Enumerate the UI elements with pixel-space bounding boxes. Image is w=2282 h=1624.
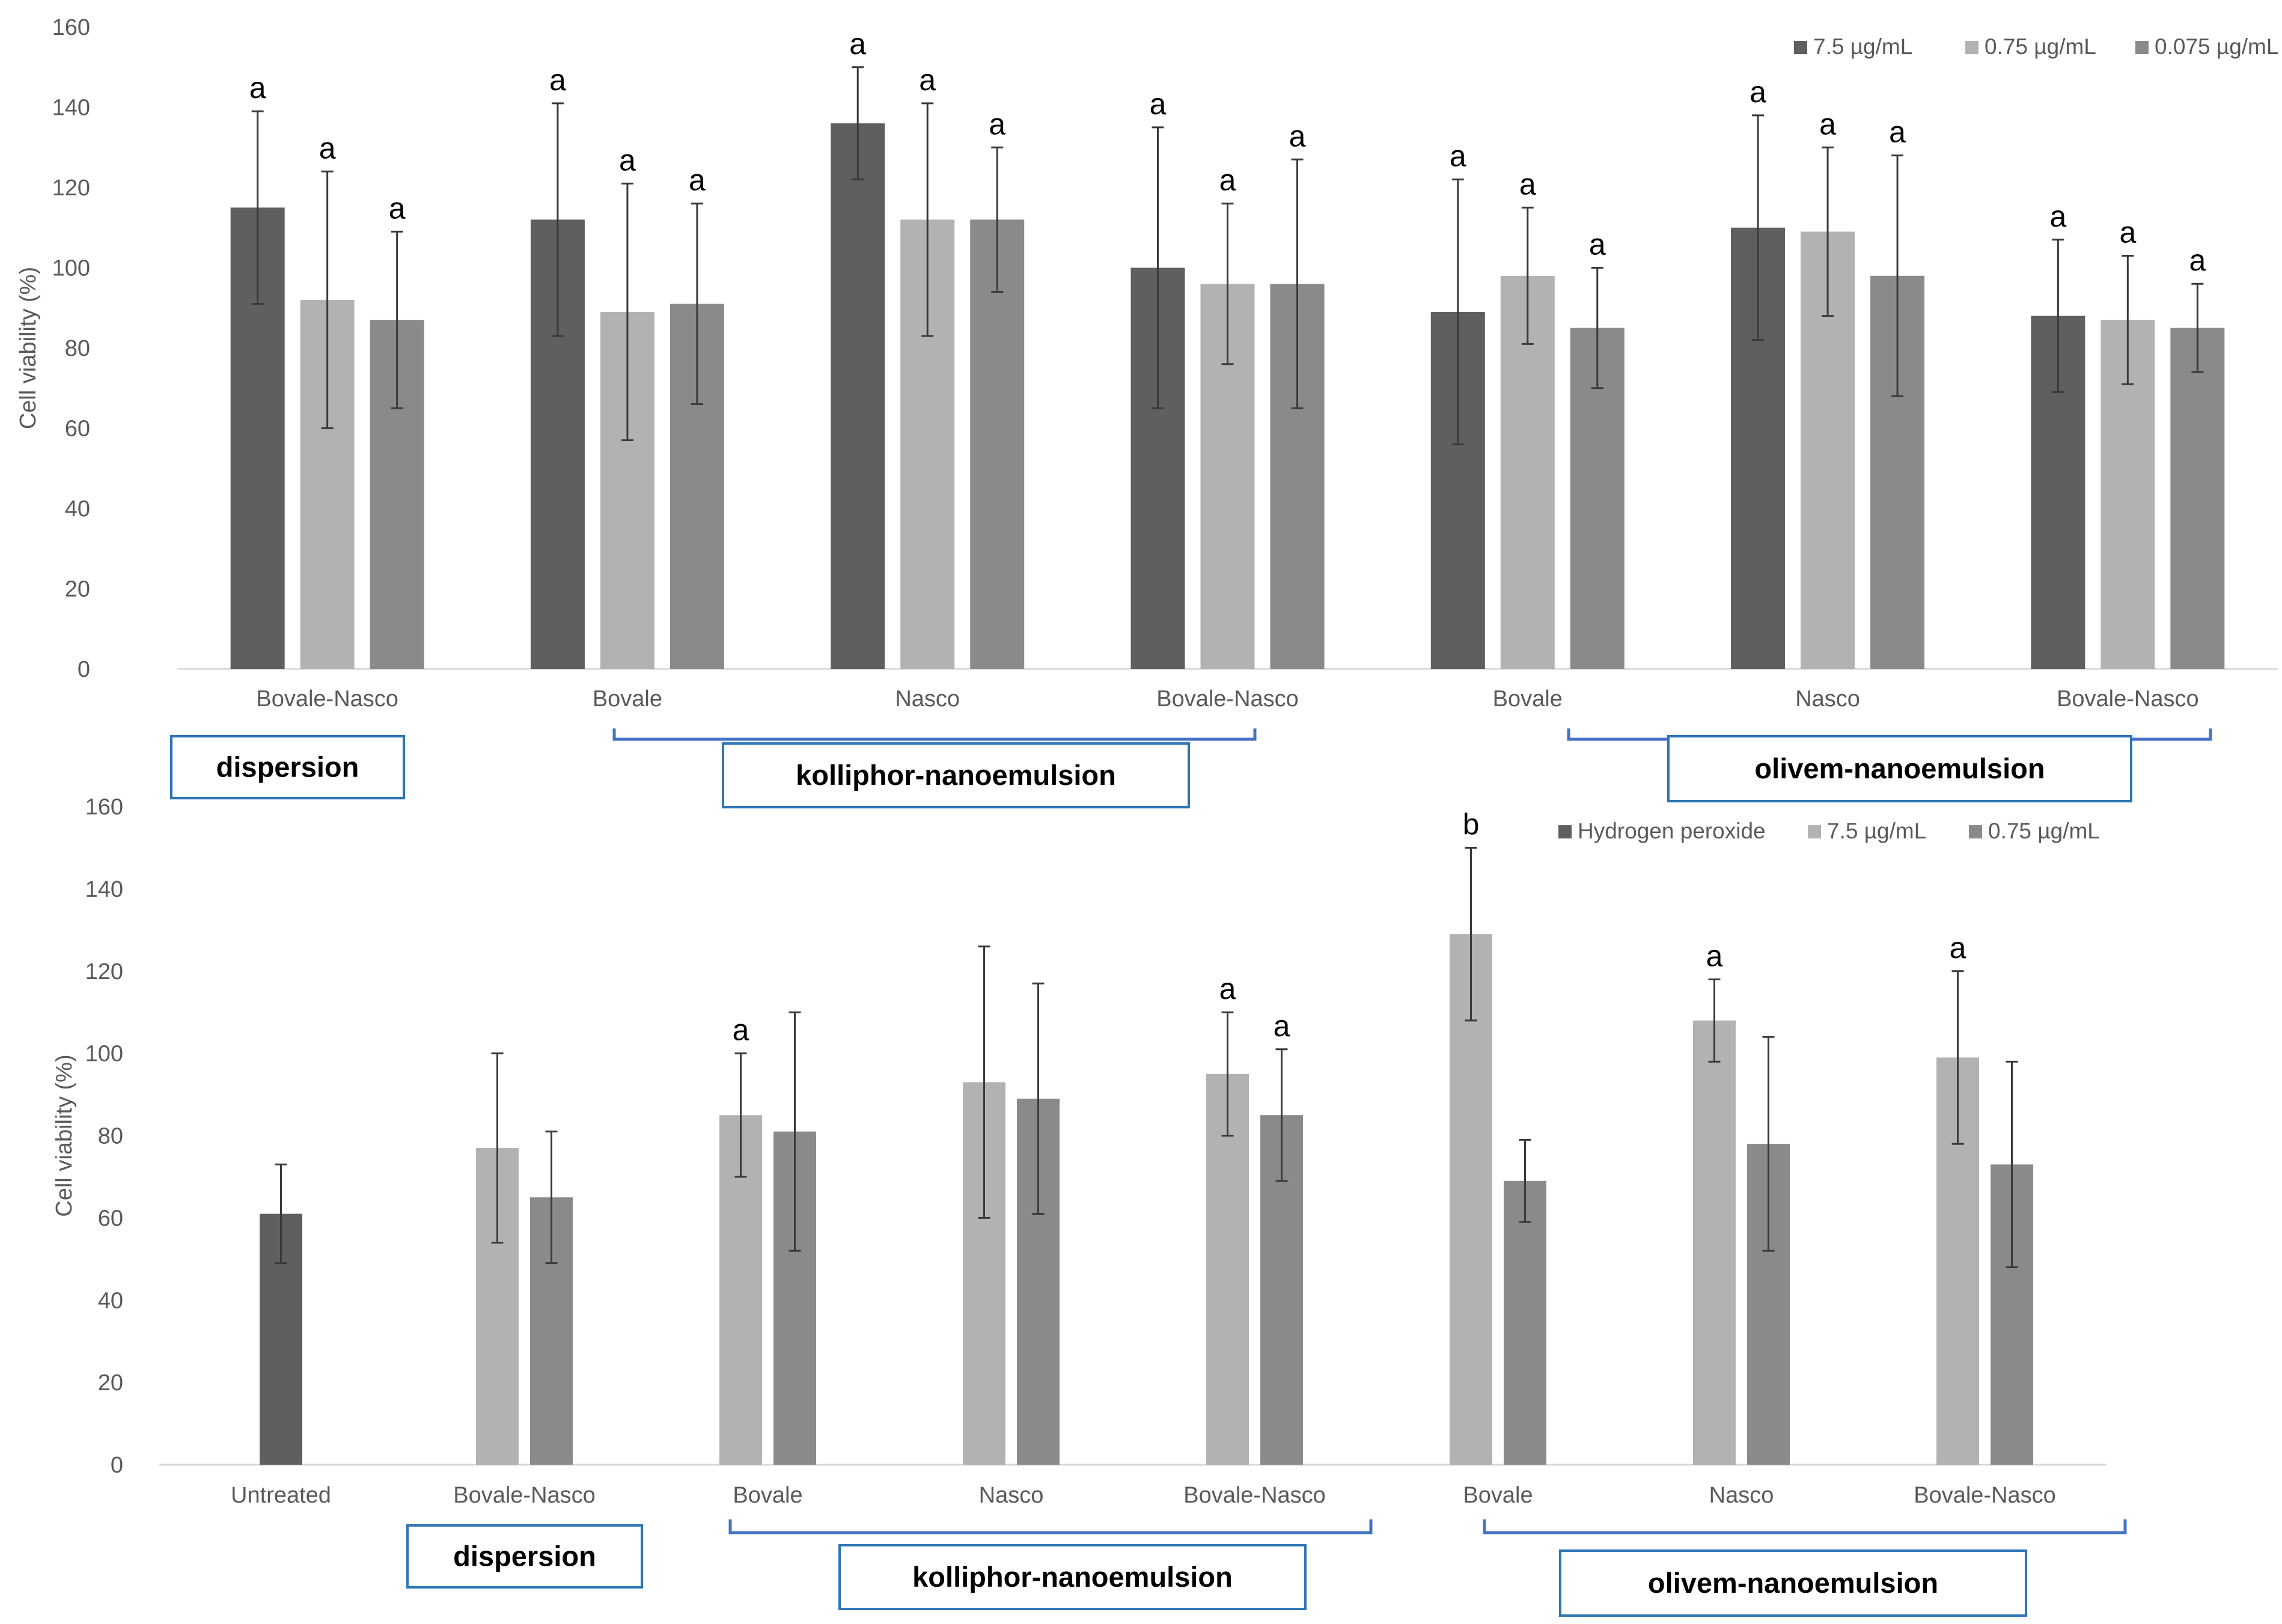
top-y-tick-label: 80 bbox=[65, 336, 90, 361]
bottom-y-tick-label: 80 bbox=[98, 1124, 123, 1149]
top-legend-label: 0.075 µg/mL bbox=[2155, 34, 2278, 59]
top-significance-label: a bbox=[2189, 243, 2206, 277]
top-significance-label: a bbox=[1219, 163, 1236, 197]
top-chart: 0 20 40 60 80 100 120 140 160 Cell viability (%) B… bbox=[16, 15, 2278, 808]
top-significance-label: a bbox=[919, 63, 936, 97]
top-significance-label: a bbox=[619, 143, 636, 177]
bottom-legend-label: 0.75 µg/mL bbox=[1988, 819, 2100, 843]
bottom-significance-label: a bbox=[1706, 939, 1723, 972]
top-significance-label: a bbox=[1819, 107, 1836, 141]
bottom-category-label: Bovale-Nasco bbox=[1183, 1483, 1326, 1508]
top-y-tick-label: 160 bbox=[52, 15, 90, 40]
top-bar bbox=[831, 123, 885, 669]
top-bar bbox=[2170, 328, 2225, 669]
bottom-y-tick-label: 160 bbox=[85, 795, 123, 820]
top-group-bracket bbox=[612, 728, 1257, 741]
top-y-tick-label: 100 bbox=[52, 256, 90, 281]
top-y-tick-label: 0 bbox=[78, 657, 90, 682]
bottom-significance-label: a bbox=[733, 1013, 749, 1047]
top-y-tick-label: 120 bbox=[52, 176, 90, 201]
top-significance-label: a bbox=[2049, 200, 2066, 233]
top-significance-label: a bbox=[849, 27, 866, 61]
top-significance-label: a bbox=[1889, 115, 1906, 149]
bottom-category-label: Bovale-Nasco bbox=[1914, 1483, 2056, 1508]
top-significance-label: a bbox=[1150, 87, 1167, 121]
top-legend-swatch bbox=[1794, 41, 1807, 54]
bottom-group-label: olivem-nanoemulsion bbox=[1648, 1567, 1938, 1599]
top-y-tick-label: 40 bbox=[65, 496, 90, 522]
bottom-category-label: Bovale bbox=[1463, 1483, 1533, 1508]
top-significance-label: a bbox=[1289, 119, 1306, 153]
bottom-y-tick-label: 120 bbox=[85, 959, 123, 984]
bottom-significance-label: a bbox=[1950, 931, 1966, 965]
bottom-y-tick-label: 0 bbox=[111, 1453, 123, 1478]
top-category-label: Nasco bbox=[895, 686, 960, 712]
bottom-legend-swatch bbox=[1808, 825, 1821, 838]
top-significance-label: a bbox=[989, 107, 1005, 141]
bottom-y-tick-label: 40 bbox=[98, 1288, 123, 1313]
bottom-y-tick-label: 20 bbox=[98, 1370, 123, 1396]
bottom-significance-label: b bbox=[1463, 807, 1480, 841]
top-group-label-box bbox=[722, 742, 1190, 808]
bottom-group-label-box bbox=[838, 1544, 1307, 1610]
bottom-legend-label: 7.5 µg/mL bbox=[1827, 819, 1926, 843]
top-category-label: Bovale-Nasco bbox=[256, 686, 398, 712]
top-group-label: dispersion bbox=[216, 751, 359, 783]
bottom-y-tick-label: 100 bbox=[85, 1042, 123, 1067]
bottom-legend-swatch bbox=[1558, 825, 1572, 838]
bottom-group-bracket bbox=[1483, 1519, 2127, 1534]
bottom-chart: 0 20 40 60 80 100 120 140 160 Cell viability (%) U… bbox=[52, 795, 2127, 1617]
top-legend-swatch bbox=[1965, 41, 1978, 54]
bottom-group-label: dispersion bbox=[453, 1540, 596, 1572]
bottom-significance-label: a bbox=[1274, 1009, 1290, 1043]
top-significance-label: a bbox=[1450, 139, 1466, 173]
top-significance-label: a bbox=[1519, 167, 1536, 201]
bottom-bar bbox=[1206, 1073, 1249, 1465]
bottom-category-label: Bovale-Nasco bbox=[453, 1483, 596, 1508]
bottom-bar bbox=[1504, 1180, 1546, 1465]
top-significance-label: a bbox=[1750, 75, 1766, 109]
top-y-tick-label: 140 bbox=[52, 96, 90, 121]
top-significance-label: a bbox=[549, 63, 566, 97]
bottom-category-label: Bovale bbox=[733, 1483, 802, 1508]
bottom-group-label: kolliphor-nanoemulsion bbox=[912, 1561, 1233, 1593]
bottom-group-bracket bbox=[728, 1519, 1373, 1534]
top-group-label: kolliphor-nanoemulsion bbox=[796, 759, 1116, 791]
bottom-group-label-box bbox=[406, 1524, 643, 1589]
top-significance-label: a bbox=[2119, 215, 2136, 249]
top-significance-label: a bbox=[689, 163, 706, 197]
bottom-bar bbox=[1450, 934, 1492, 1465]
top-legend-swatch bbox=[2135, 41, 2149, 54]
top-bar bbox=[970, 219, 1025, 669]
top-category-label: Bovale bbox=[1493, 686, 1563, 712]
top-category-label: Nasco bbox=[1795, 686, 1860, 712]
bottom-category-label: Nasco bbox=[1709, 1483, 1774, 1508]
bottom-category-label: Nasco bbox=[979, 1483, 1044, 1508]
bottom-category-label: Untreated bbox=[231, 1483, 331, 1508]
top-category-label: Bovale bbox=[593, 686, 662, 712]
top-group-label-box bbox=[1667, 735, 2132, 802]
bottom-group-label-box bbox=[1559, 1549, 2027, 1617]
top-y-axis-label: Cell viability (%) bbox=[16, 267, 41, 429]
bottom-bar bbox=[1693, 1020, 1736, 1465]
top-significance-label: a bbox=[319, 131, 336, 165]
top-y-tick-label: 20 bbox=[65, 577, 90, 602]
bottom-y-axis-label: Cell viability (%) bbox=[52, 1054, 77, 1216]
bottom-y-tick-label: 60 bbox=[98, 1206, 123, 1231]
top-group-label: olivem-nanoemulsion bbox=[1754, 752, 2045, 784]
bottom-legend-label: Hydrogen peroxide bbox=[1578, 819, 1766, 843]
bottom-significance-label: a bbox=[1219, 972, 1236, 1006]
top-legend-label: 0.75 µg/mL bbox=[1985, 34, 2096, 59]
bottom-y-tick-label: 140 bbox=[85, 877, 123, 902]
top-category-label: Bovale-Nasco bbox=[1156, 686, 1299, 712]
bottom-legend-swatch bbox=[1969, 825, 1982, 838]
top-significance-label: a bbox=[389, 191, 406, 225]
top-y-tick-label: 60 bbox=[65, 417, 90, 442]
top-significance-label: a bbox=[249, 71, 266, 105]
top-category-label: Bovale-Nasco bbox=[2057, 686, 2199, 712]
top-group-label-box bbox=[170, 735, 405, 799]
top-significance-label: a bbox=[1589, 228, 1606, 261]
top-legend-label: 7.5 µg/mL bbox=[1813, 34, 1912, 59]
